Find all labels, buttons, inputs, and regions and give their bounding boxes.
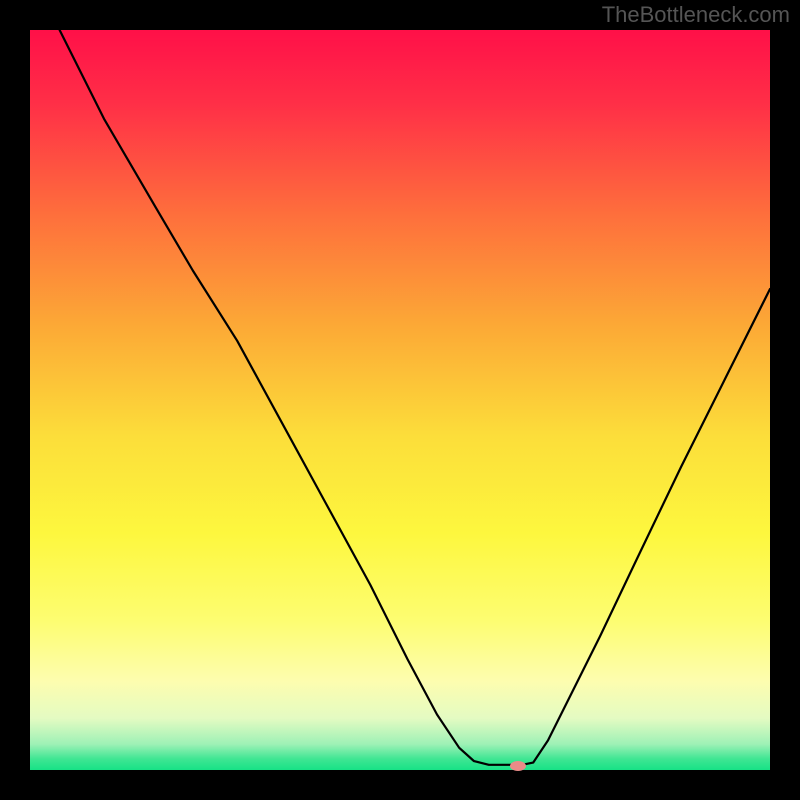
bottleneck-curve bbox=[30, 30, 770, 770]
watermark-text: TheBottleneck.com bbox=[602, 2, 790, 28]
plot-area bbox=[30, 30, 770, 770]
optimal-marker bbox=[510, 761, 526, 771]
chart-container: TheBottleneck.com bbox=[0, 0, 800, 800]
